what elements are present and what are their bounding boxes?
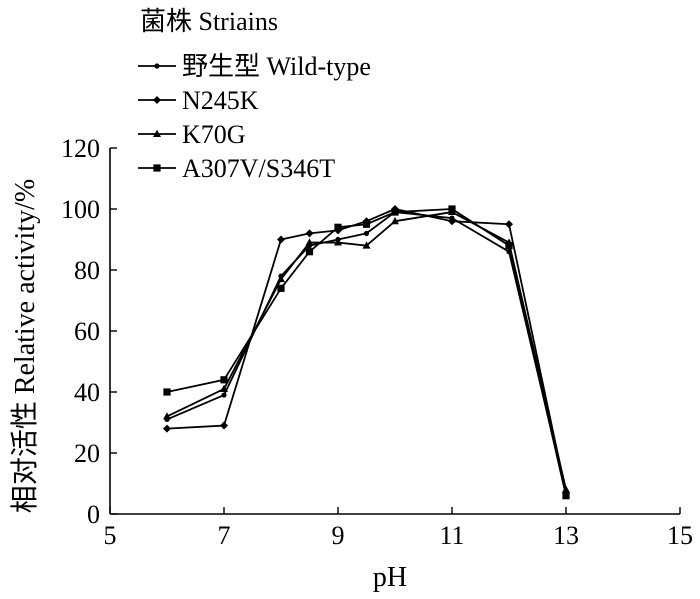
- x-tick-label: 15: [667, 521, 693, 550]
- data-point: [277, 284, 285, 292]
- data-point: [334, 223, 342, 231]
- y-tick-label: 100: [61, 195, 100, 224]
- series-4: [163, 205, 570, 500]
- axes: 0 20 40 60 80 100 120 5 7 9 11 13 15: [61, 134, 693, 550]
- data-point: [362, 220, 371, 228]
- data-point: [163, 424, 171, 433]
- data-point: [305, 229, 314, 238]
- legend-label: N245K: [182, 86, 259, 115]
- series-line: [166, 211, 567, 493]
- data-point: [505, 242, 513, 250]
- legend-marker: [153, 129, 161, 137]
- data-point: [220, 421, 228, 430]
- data-point: [448, 205, 456, 213]
- y-tick-label: 0: [87, 500, 100, 529]
- data-point: [305, 238, 314, 246]
- x-tick-label: 11: [439, 521, 464, 550]
- x-tick-label: 5: [104, 521, 117, 550]
- legend-label: K70G: [182, 120, 246, 149]
- legend: 菌株 Striains 野生型 Wild-type N245K K70G A307V/S…: [138, 7, 371, 183]
- x-axis-label: pH: [373, 562, 407, 593]
- data-point: [363, 230, 370, 236]
- legend-marker: [154, 63, 160, 69]
- series-1: [164, 209, 569, 496]
- data-point: [391, 217, 399, 225]
- legend-label: A307V/S346T: [182, 154, 335, 183]
- legend-item: K70G: [138, 120, 246, 149]
- legend-marker: [153, 96, 161, 104]
- data-point: [448, 217, 456, 226]
- series-line: [166, 208, 567, 493]
- series-layer: [163, 205, 570, 500]
- data-point: [163, 388, 171, 396]
- series-line: [166, 211, 567, 490]
- data-point: [334, 238, 342, 246]
- y-tick-label: 60: [74, 317, 100, 346]
- y-tick-label: 20: [74, 439, 100, 468]
- series-line: [166, 208, 567, 496]
- x-tick-label: 9: [332, 521, 345, 550]
- y-axis-label: 相对活性 Relative activity/%: [9, 179, 41, 513]
- x-tick-label: 7: [218, 521, 231, 550]
- legend-label: 野生型 Wild-type: [182, 52, 371, 81]
- legend-marker: [153, 164, 161, 172]
- data-point: [220, 384, 228, 392]
- data-point: [362, 241, 371, 249]
- legend-item: A307V/S346T: [138, 154, 335, 183]
- data-point: [221, 392, 227, 398]
- data-point: [505, 220, 513, 229]
- data-point: [220, 376, 228, 384]
- x-tick-label: 13: [553, 521, 579, 550]
- data-point: [277, 235, 285, 244]
- y-tick-label: 80: [74, 256, 100, 285]
- data-point: [391, 208, 399, 216]
- data-point: [562, 492, 570, 500]
- y-tick-label: 120: [61, 134, 100, 163]
- legend-title: 菌株 Striains: [140, 7, 278, 36]
- legend-item: N245K: [138, 86, 259, 115]
- legend-item: 野生型 Wild-type: [138, 52, 371, 81]
- data-point: [277, 274, 285, 283]
- y-tick-label: 40: [74, 378, 100, 407]
- data-point: [163, 412, 171, 420]
- data-point: [305, 248, 314, 256]
